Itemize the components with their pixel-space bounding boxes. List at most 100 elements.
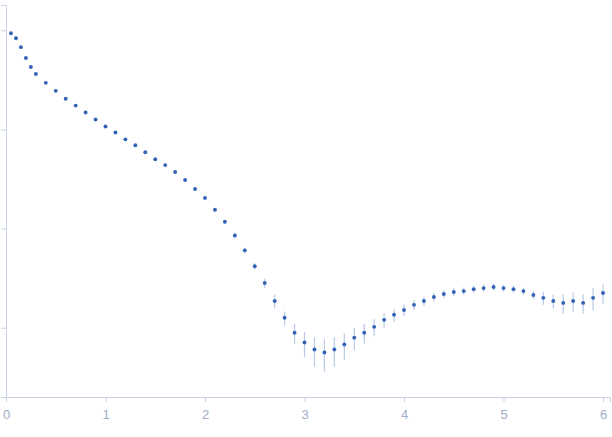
data-point xyxy=(502,286,506,290)
x-tick-mark xyxy=(603,397,604,402)
data-point xyxy=(263,281,267,285)
data-point xyxy=(332,348,336,352)
data-point xyxy=(283,316,287,320)
series xyxy=(9,31,605,371)
data-point xyxy=(163,163,167,167)
data-point xyxy=(412,303,416,307)
y-tick xyxy=(1,30,6,31)
data-point xyxy=(233,234,237,238)
data-point xyxy=(462,289,466,293)
data-point xyxy=(362,331,366,335)
x-tick-label: 1 xyxy=(102,407,109,422)
x-tick: 5 xyxy=(500,397,507,422)
data-point xyxy=(24,56,28,60)
data-point xyxy=(193,187,197,191)
chart: 0 1 2 3 4 5 6 xyxy=(0,0,612,437)
plot: 0 1 2 3 4 5 6 xyxy=(1,6,611,423)
data-point xyxy=(342,343,346,347)
data-point xyxy=(19,45,23,49)
data-point xyxy=(402,308,406,312)
data-point xyxy=(541,296,545,300)
data-point xyxy=(273,299,277,303)
data-point xyxy=(492,285,496,289)
data-point xyxy=(571,299,575,303)
error-bar xyxy=(344,333,345,359)
x-tick: 1 xyxy=(102,397,109,422)
data-point xyxy=(521,289,525,293)
data-point xyxy=(9,31,13,35)
data-point xyxy=(74,104,78,108)
data-point xyxy=(452,290,456,294)
data-point xyxy=(94,118,98,122)
data-point xyxy=(143,150,147,154)
error-bar xyxy=(314,337,315,367)
data-point xyxy=(84,111,88,115)
error-bar xyxy=(324,339,325,371)
data-point xyxy=(482,286,486,290)
x-tick: 0 xyxy=(3,397,10,422)
data-point xyxy=(243,248,247,252)
data-point xyxy=(213,208,217,212)
x-tick-label: 5 xyxy=(500,407,507,422)
y-tick xyxy=(1,229,6,230)
data-point xyxy=(472,287,476,291)
data-point xyxy=(123,137,127,141)
data-point xyxy=(183,178,187,182)
y-tick xyxy=(1,328,6,329)
x-axis: 0 1 2 3 4 5 6 xyxy=(3,397,611,422)
data-point xyxy=(591,296,595,300)
data-point xyxy=(34,72,38,76)
y-tick-mark xyxy=(1,328,6,329)
data-point xyxy=(133,143,137,147)
y-tick-mark xyxy=(1,229,6,230)
data-point xyxy=(512,287,516,291)
y-axis xyxy=(1,6,7,398)
data-point xyxy=(64,97,68,101)
x-tick-mark xyxy=(504,397,505,402)
data-point xyxy=(114,130,118,134)
data-point xyxy=(382,318,386,322)
x-tick-mark xyxy=(305,397,306,402)
x-tick: 2 xyxy=(202,397,209,422)
x-tick-mark xyxy=(205,397,206,402)
x-tick: 6 xyxy=(600,397,607,422)
x-axis-line xyxy=(7,398,611,403)
data-point xyxy=(223,220,227,224)
data-point xyxy=(432,295,436,299)
x-tick-mark xyxy=(404,397,405,402)
x-tick: 3 xyxy=(301,397,308,422)
data-point xyxy=(253,264,257,268)
data-point xyxy=(422,299,426,303)
data-point xyxy=(561,301,565,305)
y-tick xyxy=(1,129,6,130)
data-point xyxy=(153,157,157,161)
error-bar xyxy=(334,337,335,367)
data-point xyxy=(551,299,555,303)
x-tick-label: 3 xyxy=(301,407,308,422)
data-area xyxy=(9,31,605,371)
data-point xyxy=(531,293,535,297)
x-tick-label: 0 xyxy=(3,407,10,422)
data-point xyxy=(303,341,307,345)
data-point xyxy=(372,325,376,329)
data-point xyxy=(392,313,396,317)
y-tick-mark xyxy=(1,30,6,31)
data-point xyxy=(44,81,48,85)
data-point xyxy=(581,301,585,305)
y-tick-mark xyxy=(1,129,6,130)
data-point xyxy=(203,196,207,200)
data-point xyxy=(442,292,446,296)
data-point xyxy=(352,336,356,340)
data-point xyxy=(29,65,33,69)
data-point xyxy=(293,331,297,335)
data-point xyxy=(322,351,326,355)
x-tick: 4 xyxy=(401,397,408,422)
x-tick-label: 4 xyxy=(401,407,408,422)
x-tick-label: 2 xyxy=(202,407,209,422)
data-point xyxy=(313,348,317,352)
x-tick-mark xyxy=(106,397,107,402)
data-point xyxy=(54,89,58,93)
data-point xyxy=(14,36,18,40)
data-point xyxy=(104,125,108,129)
data-point xyxy=(173,170,177,174)
